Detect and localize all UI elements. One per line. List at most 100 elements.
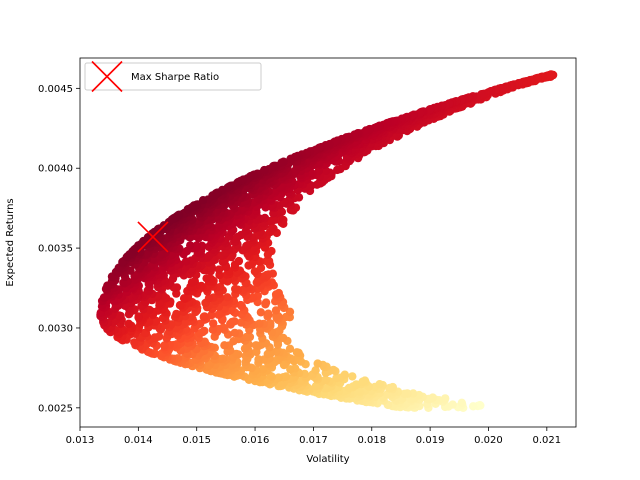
- portfolio-point: [375, 380, 384, 389]
- portfolio-point: [469, 402, 478, 411]
- portfolio-point: [254, 355, 263, 364]
- x-tick-label: 0.020: [474, 435, 503, 446]
- x-tick-label: 0.021: [533, 435, 562, 446]
- portfolio-point: [332, 374, 341, 383]
- portfolio-point: [204, 294, 214, 303]
- y-tick-label: 0.0035: [38, 244, 73, 255]
- portfolio-point: [233, 232, 243, 242]
- portfolio-point: [333, 165, 342, 175]
- portfolio-point: [187, 278, 197, 287]
- y-tick-label: 0.0040: [38, 164, 73, 175]
- x-tick-label: 0.013: [66, 435, 95, 446]
- portfolio-point: [223, 293, 232, 302]
- portfolio-point: [232, 349, 241, 359]
- portfolio-point: [236, 318, 246, 327]
- portfolio-point: [179, 294, 189, 303]
- portfolio-point: [271, 306, 281, 315]
- portfolio-point: [156, 250, 166, 259]
- portfolio-point: [181, 257, 191, 266]
- max-sharpe-marker: [137, 221, 169, 253]
- portfolio-point: [400, 389, 409, 398]
- y-axis-label: Expected Returns: [5, 198, 16, 286]
- portfolio-point: [360, 376, 370, 385]
- scatter-points: [96, 70, 558, 412]
- x-tick-label: 0.017: [299, 435, 328, 446]
- portfolio-point: [258, 365, 268, 374]
- portfolio-point: [475, 401, 484, 410]
- y-tick-label: 0.0045: [38, 84, 73, 95]
- portfolio-point: [209, 319, 218, 328]
- portfolio-point: [256, 308, 266, 317]
- portfolio-point: [183, 205, 192, 214]
- portfolio-point: [340, 370, 349, 379]
- legend-box: [84, 62, 262, 91]
- portfolio-point: [230, 328, 239, 338]
- portfolio-point: [242, 241, 251, 251]
- portfolio-point: [130, 338, 139, 347]
- portfolio-point: [207, 310, 216, 320]
- portfolio-point: [169, 214, 178, 223]
- portfolio-point: [208, 191, 217, 200]
- y-axis-ticks: 0.0025 0.0030 0.0035 0.0040 0.0045: [38, 84, 80, 414]
- portfolio-point: [266, 319, 275, 328]
- portfolio-point: [313, 359, 322, 368]
- axes-frame: [79, 57, 577, 428]
- portfolio-point: [214, 265, 224, 274]
- portfolio-point: [269, 161, 278, 171]
- portfolio-point: [385, 383, 394, 393]
- legend-label-max-sharpe: Max Sharpe Ratio: [131, 72, 219, 83]
- portfolio-point: [348, 372, 357, 381]
- portfolio-point: [228, 317, 237, 327]
- portfolio-point: [279, 333, 288, 343]
- portfolio-point: [263, 349, 272, 359]
- legend-x-marker-icon: [91, 60, 123, 93]
- portfolio-point: [250, 267, 260, 276]
- portfolio-point: [457, 398, 466, 407]
- portfolio-point: [114, 311, 124, 320]
- portfolio-point: [154, 224, 163, 234]
- portfolio-point: [267, 246, 276, 256]
- portfolio-point: [286, 154, 295, 163]
- portfolio-point: [231, 284, 240, 294]
- portfolio-point: [320, 375, 330, 385]
- portfolio-point: [268, 223, 277, 232]
- portfolio-point: [344, 383, 354, 393]
- max-sharpe-marker-group: [137, 221, 169, 253]
- portfolio-point: [202, 274, 211, 283]
- portfolio-point: [175, 301, 185, 310]
- portfolio-point: [314, 166, 324, 175]
- x-axis-ticks: 0.013 0.014 0.015 0.016 0.017 0.018 0.019 0.020…: [66, 427, 561, 446]
- x-tick-label: 0.018: [357, 435, 386, 446]
- portfolio-point: [261, 298, 271, 307]
- portfolio-point: [264, 309, 273, 318]
- portfolio-point: [200, 326, 209, 336]
- portfolio-point: [274, 373, 283, 382]
- portfolio-point: [262, 257, 271, 266]
- portfolio-point: [234, 256, 244, 266]
- portfolio-point: [160, 341, 169, 350]
- portfolio-point: [186, 241, 195, 250]
- portfolio-point: [124, 319, 133, 328]
- portfolio-point: [134, 312, 143, 321]
- portfolio-point: [208, 325, 218, 334]
- portfolio-point: [271, 290, 281, 299]
- portfolio-point: [286, 365, 295, 374]
- x-tick-label: 0.019: [416, 435, 445, 446]
- portfolio-point: [352, 380, 361, 389]
- portfolio-point: [311, 381, 321, 391]
- portfolio-point: [200, 312, 209, 321]
- portfolio-point: [277, 158, 286, 167]
- x-tick-label: 0.015: [182, 435, 211, 446]
- portfolio-point: [172, 309, 181, 319]
- x-axis-label: Volatility: [306, 454, 349, 465]
- portfolio-point: [189, 201, 199, 210]
- portfolio-point: [145, 305, 154, 315]
- portfolio-point: [285, 307, 295, 316]
- portfolio-point: [251, 341, 261, 350]
- portfolio-point: [292, 348, 302, 357]
- portfolio-point: [285, 344, 295, 353]
- portfolio-point: [260, 165, 269, 175]
- portfolio-point: [220, 341, 229, 350]
- portfolio-point: [224, 182, 233, 191]
